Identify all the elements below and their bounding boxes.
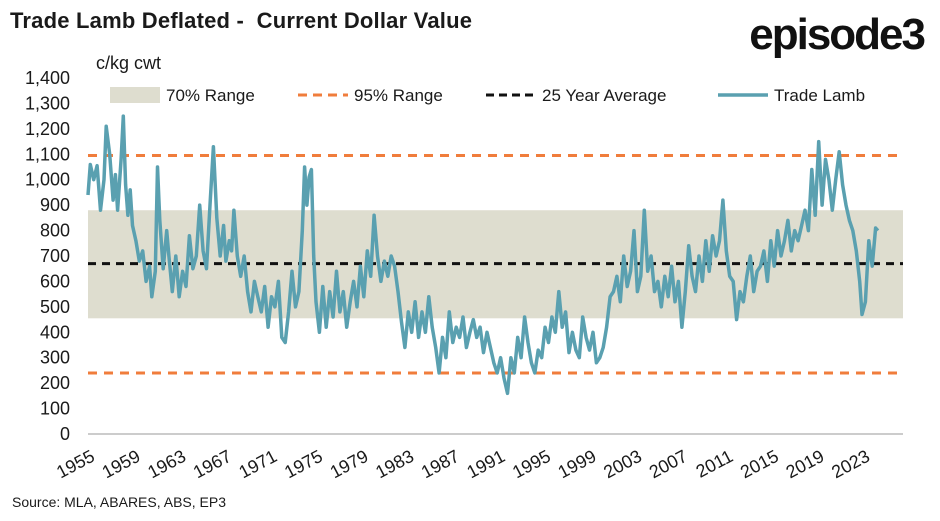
brand-logo: episode3 <box>749 10 926 59</box>
x-tick-label: 1975 <box>281 446 326 482</box>
x-tick-label: 1999 <box>555 446 600 482</box>
y-tick-label: 1,300 <box>25 93 70 113</box>
legend-label: Trade Lamb <box>774 86 865 105</box>
legend-swatch-70-range <box>110 87 160 103</box>
y-tick-label: 700 <box>40 246 70 266</box>
chart-title: Trade Lamb Deflated - Current Dollar Val… <box>10 8 473 33</box>
y-tick-label: 1,400 <box>25 68 70 88</box>
y-axis-unit-label: c/kg cwt <box>96 53 162 73</box>
y-tick-label: 800 <box>40 221 70 241</box>
y-tick-label: 1,200 <box>25 119 70 139</box>
y-tick-label: 600 <box>40 271 70 291</box>
legend-label: 25 Year Average <box>542 86 666 105</box>
x-tick-label: 2003 <box>600 446 645 482</box>
x-tick-label: 1991 <box>463 446 508 482</box>
y-tick-label: 100 <box>40 399 70 419</box>
x-tick-label: 1955 <box>53 446 98 482</box>
x-tick-label: 1995 <box>509 446 554 482</box>
y-axis-ticks: 0 100 200 300 400 500 600 700 800 900 1,000 1,100 1,… <box>25 68 70 444</box>
x-tick-label: 1983 <box>372 446 417 482</box>
x-tick-label: 1979 <box>327 446 372 482</box>
x-tick-label: 2019 <box>783 446 828 482</box>
y-tick-label: 400 <box>40 322 70 342</box>
x-tick-label: 1963 <box>144 446 189 482</box>
series-line-trade-lamb <box>86 114 880 396</box>
plot-area <box>86 114 880 396</box>
y-tick-label: 0 <box>60 424 70 444</box>
x-tick-label: 1971 <box>236 446 281 482</box>
x-tick-label: 2011 <box>693 446 737 482</box>
x-tick-label: 1959 <box>99 446 144 482</box>
legend-label: 95% Range <box>354 86 443 105</box>
y-tick-label: 1,100 <box>25 144 70 164</box>
legend-label: 70% Range <box>166 86 255 105</box>
source-note: Source: MLA, ABARES, ABS, EP3 <box>12 494 226 510</box>
x-tick-label: 2015 <box>737 446 782 482</box>
y-tick-label: 1,000 <box>25 170 70 190</box>
x-tick-label: 1967 <box>190 446 235 482</box>
y-tick-label: 200 <box>40 373 70 393</box>
y-tick-label: 500 <box>40 297 70 317</box>
y-tick-label: 900 <box>40 195 70 215</box>
x-tick-label: 2007 <box>646 446 691 482</box>
x-tick-label: 2023 <box>828 446 873 482</box>
y-tick-label: 300 <box>40 348 70 368</box>
x-tick-label: 1987 <box>418 446 463 482</box>
legend: 70% Range 95% Range 25 Year Average Trade L… <box>110 86 865 105</box>
x-axis-ticks: 1955 1959 1963 1967 1971 1975 1979 1983 1987 1991… <box>53 446 873 482</box>
